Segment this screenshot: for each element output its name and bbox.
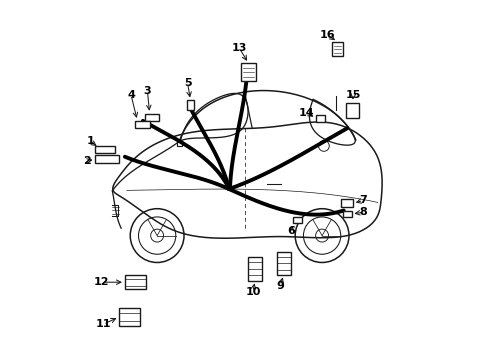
Text: 9: 9 bbox=[276, 281, 284, 291]
FancyBboxPatch shape bbox=[346, 103, 359, 118]
FancyBboxPatch shape bbox=[241, 63, 256, 81]
FancyBboxPatch shape bbox=[187, 100, 194, 111]
Text: 10: 10 bbox=[245, 287, 261, 297]
Text: 7: 7 bbox=[360, 195, 367, 206]
FancyBboxPatch shape bbox=[95, 155, 119, 163]
FancyBboxPatch shape bbox=[145, 114, 159, 121]
FancyBboxPatch shape bbox=[125, 275, 147, 289]
FancyBboxPatch shape bbox=[276, 252, 291, 275]
Text: 4: 4 bbox=[127, 90, 135, 100]
FancyBboxPatch shape bbox=[332, 42, 343, 56]
Text: 13: 13 bbox=[232, 43, 247, 53]
Text: 11: 11 bbox=[96, 319, 111, 329]
Text: 1: 1 bbox=[86, 136, 94, 146]
FancyBboxPatch shape bbox=[316, 115, 325, 122]
FancyBboxPatch shape bbox=[342, 199, 353, 207]
Text: 14: 14 bbox=[299, 108, 315, 118]
FancyBboxPatch shape bbox=[95, 145, 115, 153]
Text: 16: 16 bbox=[319, 30, 335, 40]
Text: 2: 2 bbox=[83, 156, 91, 166]
Text: 12: 12 bbox=[94, 277, 109, 287]
Text: 8: 8 bbox=[360, 207, 367, 217]
FancyBboxPatch shape bbox=[343, 211, 352, 217]
FancyBboxPatch shape bbox=[248, 257, 262, 280]
Text: 6: 6 bbox=[288, 226, 295, 236]
FancyBboxPatch shape bbox=[119, 309, 140, 325]
FancyBboxPatch shape bbox=[294, 217, 302, 224]
Text: 3: 3 bbox=[144, 86, 151, 96]
FancyBboxPatch shape bbox=[135, 121, 150, 128]
Text: 5: 5 bbox=[184, 78, 192, 88]
Text: 15: 15 bbox=[345, 90, 361, 100]
